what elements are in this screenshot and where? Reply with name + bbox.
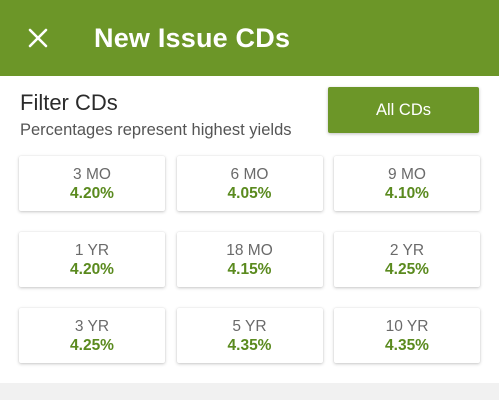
cd-term-grid: 3 MO 4.20% 6 MO 4.05% 9 MO 4.10% 1 YR 4.… [19,156,480,363]
filter-panel: Filter CDs Percentages represent highest… [0,76,499,383]
cd-card-18-mo[interactable]: 18 MO 4.15% [176,232,323,287]
cd-rate-value: 4.15% [227,260,272,278]
cd-term-label: 18 MO [226,241,273,259]
cd-rate-value: 4.10% [385,184,429,202]
cd-rate-value: 4.35% [385,336,429,354]
app-bar: New Issue CDs [0,0,499,76]
cd-card-5-yr[interactable]: 5 YR 4.35% [176,308,323,363]
close-button[interactable] [0,0,76,76]
bottom-divider [0,383,499,400]
cd-term-label: 5 YR [232,317,267,335]
cd-rate-value: 4.20% [70,184,114,202]
cd-card-6-mo[interactable]: 6 MO 4.05% [176,156,323,211]
cd-card-1-yr[interactable]: 1 YR 4.20% [19,232,165,287]
cd-term-label: 2 YR [389,241,425,259]
cd-term-label: 6 MO [230,165,269,183]
page-title: New Issue CDs [94,22,291,53]
cd-term-label: 3 YR [74,317,110,335]
close-icon [27,27,49,49]
cd-card-2-yr[interactable]: 2 YR 4.25% [334,232,480,287]
cd-rate-value: 4.25% [385,260,429,278]
cd-term-label: 1 YR [74,241,110,259]
cd-card-3-yr[interactable]: 3 YR 4.25% [19,308,165,363]
cd-rate-value: 4.25% [70,336,114,354]
filter-subtitle: Percentages represent highest yields [20,121,292,139]
cd-rate-value: 4.05% [227,184,272,202]
cd-rate-value: 4.20% [70,260,114,278]
cd-term-label: 9 MO [388,165,426,183]
cd-term-label: 10 YR [385,317,429,335]
filter-title: Filter CDs [20,90,118,115]
cd-rate-value: 4.35% [227,336,272,354]
all-cds-button[interactable]: All CDs [328,87,479,133]
cd-card-3-mo[interactable]: 3 MO 4.20% [19,156,165,211]
cd-term-label: 3 MO [73,165,111,183]
cd-card-10-yr[interactable]: 10 YR 4.35% [334,308,480,363]
cd-card-9-mo[interactable]: 9 MO 4.10% [334,156,480,211]
